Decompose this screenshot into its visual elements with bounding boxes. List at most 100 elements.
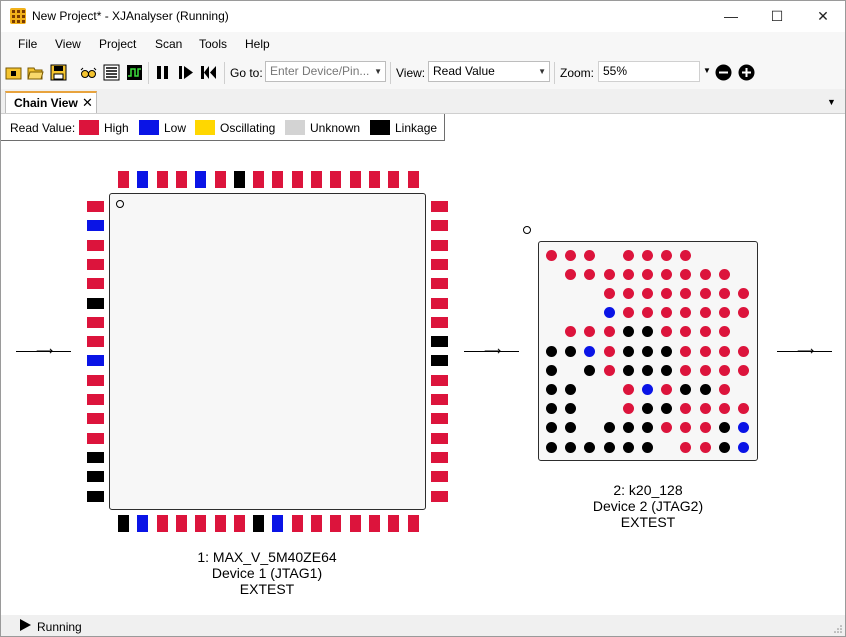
bga-ball[interactable] bbox=[603, 326, 615, 338]
device-pin[interactable] bbox=[175, 171, 187, 188]
bga-ball[interactable] bbox=[622, 326, 634, 338]
bga-ball[interactable] bbox=[738, 441, 749, 453]
bga-ball[interactable] bbox=[738, 422, 749, 434]
device-pin[interactable] bbox=[195, 515, 207, 532]
bga-ball[interactable] bbox=[603, 422, 615, 434]
new-project-icon[interactable] bbox=[5, 64, 22, 81]
device-pin[interactable] bbox=[311, 515, 322, 532]
device-pin[interactable] bbox=[137, 171, 149, 188]
bga-ball[interactable] bbox=[699, 326, 711, 338]
bga-ball[interactable] bbox=[546, 383, 557, 395]
bga-ball[interactable] bbox=[565, 383, 577, 395]
device-pin[interactable] bbox=[253, 515, 265, 532]
bga-ball[interactable] bbox=[622, 422, 634, 434]
bga-ball[interactable] bbox=[546, 422, 557, 434]
pause-icon[interactable] bbox=[154, 64, 171, 81]
resize-grip-icon[interactable] bbox=[834, 625, 842, 633]
bga-ball[interactable] bbox=[680, 383, 692, 395]
device-pin[interactable] bbox=[87, 239, 104, 251]
device-pin[interactable] bbox=[291, 515, 303, 532]
bga-ball[interactable] bbox=[584, 249, 596, 261]
bga-ball[interactable] bbox=[718, 326, 730, 338]
menu-file[interactable]: File bbox=[18, 37, 38, 51]
bga-ball[interactable] bbox=[565, 249, 577, 261]
bga-ball[interactable] bbox=[661, 287, 673, 299]
device-pin[interactable] bbox=[118, 171, 129, 188]
bga-ball[interactable] bbox=[622, 249, 634, 261]
bga-ball[interactable] bbox=[680, 345, 692, 357]
bga-ball[interactable] bbox=[680, 307, 692, 319]
bga-ball[interactable] bbox=[584, 345, 596, 357]
bga-ball[interactable] bbox=[603, 441, 615, 453]
menu-view[interactable]: View bbox=[55, 37, 81, 51]
bga-ball[interactable] bbox=[699, 307, 711, 319]
bga-ball[interactable] bbox=[699, 441, 711, 453]
bga-ball[interactable] bbox=[718, 383, 730, 395]
device-pin[interactable] bbox=[233, 171, 245, 188]
device-pin[interactable] bbox=[272, 515, 284, 532]
bga-ball[interactable] bbox=[584, 326, 596, 338]
device-pin[interactable] bbox=[431, 451, 448, 463]
device-pin[interactable] bbox=[349, 515, 361, 532]
device-pin[interactable] bbox=[291, 171, 303, 188]
device-pin[interactable] bbox=[407, 515, 419, 532]
bga-ball[interactable] bbox=[584, 364, 596, 376]
device-pin[interactable] bbox=[87, 297, 104, 309]
bga-ball[interactable] bbox=[738, 287, 749, 299]
device-pin[interactable] bbox=[87, 258, 104, 270]
device-pin[interactable] bbox=[87, 201, 104, 212]
bga-ball[interactable] bbox=[661, 422, 673, 434]
maximize-button[interactable]: ☐ bbox=[770, 8, 784, 24]
bga-ball[interactable] bbox=[565, 268, 577, 280]
bga-ball[interactable] bbox=[642, 441, 653, 453]
bga-ball[interactable] bbox=[622, 345, 634, 357]
goto-input[interactable]: Enter Device/Pin... bbox=[270, 64, 370, 78]
bga-ball[interactable] bbox=[680, 441, 692, 453]
bga-ball[interactable] bbox=[642, 383, 653, 395]
close-window-button[interactable]: ✕ bbox=[817, 8, 829, 24]
device-pin[interactable] bbox=[431, 471, 448, 483]
device-pin[interactable] bbox=[87, 394, 104, 405]
device-pin[interactable] bbox=[272, 171, 284, 188]
bga-ball[interactable] bbox=[622, 441, 634, 453]
bga-ball[interactable] bbox=[642, 345, 653, 357]
bga-ball[interactable] bbox=[661, 403, 673, 415]
device-pin[interactable] bbox=[431, 374, 448, 386]
tab-chain-view[interactable]: Chain View ✕ bbox=[5, 91, 97, 113]
device-pin[interactable] bbox=[431, 239, 448, 251]
rewind-icon[interactable] bbox=[200, 64, 217, 81]
bga-ball[interactable] bbox=[546, 441, 557, 453]
device-pin[interactable] bbox=[156, 171, 168, 188]
device-pin[interactable] bbox=[87, 336, 104, 348]
glasses-icon[interactable] bbox=[80, 64, 97, 81]
zoom-input[interactable]: 55% bbox=[598, 61, 700, 82]
menu-project[interactable]: Project bbox=[99, 37, 137, 51]
device-pin[interactable] bbox=[118, 515, 129, 532]
device-pin[interactable] bbox=[407, 171, 419, 188]
device-pin[interactable] bbox=[431, 220, 448, 232]
bga-ball[interactable] bbox=[680, 403, 692, 415]
close-icon[interactable]: ✕ bbox=[82, 95, 93, 110]
minimize-button[interactable]: — bbox=[724, 8, 738, 24]
bga-ball[interactable] bbox=[699, 403, 711, 415]
open-folder-icon[interactable] bbox=[27, 64, 44, 81]
bga-ball[interactable] bbox=[699, 364, 711, 376]
bga-ball[interactable] bbox=[584, 441, 596, 453]
bga-ball[interactable] bbox=[565, 326, 577, 338]
bga-ball[interactable] bbox=[642, 364, 653, 376]
device-pin[interactable] bbox=[431, 258, 448, 270]
bga-ball[interactable] bbox=[680, 326, 692, 338]
bga-ball[interactable] bbox=[718, 287, 730, 299]
bga-ball[interactable] bbox=[699, 345, 711, 357]
bga-ball[interactable] bbox=[699, 287, 711, 299]
bga-ball[interactable] bbox=[738, 403, 749, 415]
bga-ball[interactable] bbox=[546, 345, 557, 357]
chevron-down-icon[interactable]: ▼ bbox=[374, 67, 382, 76]
bga-ball[interactable] bbox=[718, 441, 730, 453]
bga-ball[interactable] bbox=[642, 249, 653, 261]
bga-ball[interactable] bbox=[718, 422, 730, 434]
bga-ball[interactable] bbox=[661, 364, 673, 376]
device-pin[interactable] bbox=[368, 515, 380, 532]
bga-ball[interactable] bbox=[661, 345, 673, 357]
device-pin[interactable] bbox=[87, 451, 104, 463]
